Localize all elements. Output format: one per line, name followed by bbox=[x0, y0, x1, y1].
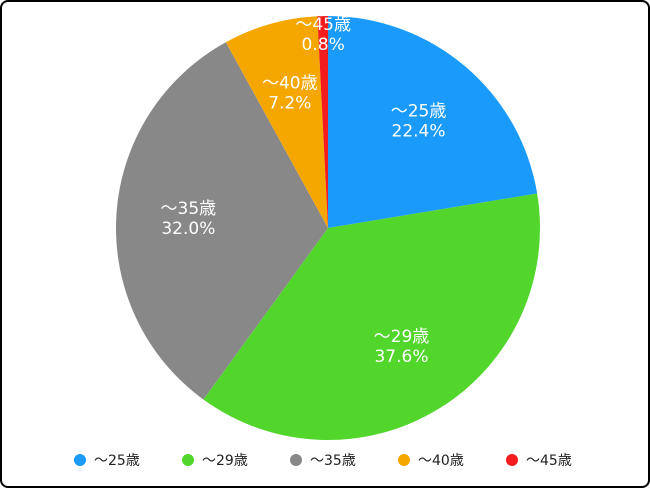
legend-label: 〜25歳 bbox=[94, 453, 140, 469]
legend-marker bbox=[506, 454, 518, 466]
legend-marker bbox=[74, 454, 86, 466]
slice-value: 22.4% bbox=[392, 121, 446, 141]
slice-value: 7.2% bbox=[268, 93, 311, 113]
pie-slice bbox=[203, 193, 540, 440]
slice-category: 〜45歳 bbox=[295, 15, 351, 35]
pie-slice bbox=[225, 16, 328, 229]
pie-slice bbox=[317, 16, 328, 228]
slice-category: 〜25歳 bbox=[391, 101, 447, 121]
slice-value: 37.6% bbox=[374, 347, 428, 367]
legend-label: 〜45歳 bbox=[526, 453, 572, 469]
slice-category: 〜29歳 bbox=[374, 327, 430, 347]
slice-value: 0.8% bbox=[302, 35, 345, 55]
legend-label: 〜40歳 bbox=[418, 453, 464, 469]
pie-slice bbox=[115, 42, 328, 400]
legend-marker bbox=[398, 454, 410, 466]
legend-marker bbox=[290, 454, 302, 466]
legend-marker bbox=[182, 454, 194, 466]
pie-slice bbox=[328, 16, 538, 228]
slice-category: 〜35歳 bbox=[161, 199, 217, 219]
legend-label: 〜29歳 bbox=[202, 453, 248, 469]
legend-label: 〜35歳 bbox=[310, 453, 356, 469]
slice-value: 32.0% bbox=[161, 219, 215, 239]
slice-category: 〜40歳 bbox=[262, 73, 318, 93]
